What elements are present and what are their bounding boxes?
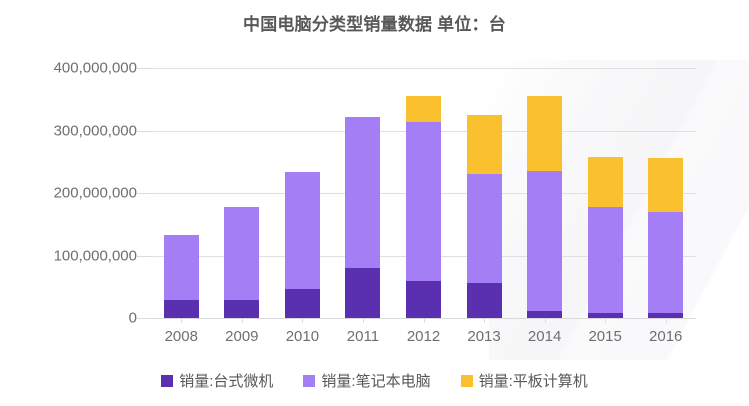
- legend-label: 销量:笔记本电脑: [321, 373, 431, 390]
- x-axis-label: 2014: [527, 328, 562, 345]
- x-axis-label: 2008: [164, 328, 198, 345]
- x-axis-label: 2012: [406, 328, 441, 345]
- x-axis-tick: [302, 318, 304, 323]
- legend-label: 销量:平板计算机: [478, 373, 588, 390]
- x-axis-tick: [665, 318, 667, 323]
- x-axis-tick: [544, 318, 546, 323]
- y-axis-label: 100,000,000: [53, 247, 137, 264]
- bar-segment[interactable]: [527, 171, 563, 312]
- bar-column[interactable]: [587, 68, 623, 318]
- bar-column[interactable]: [527, 68, 563, 318]
- y-axis-tick: [137, 130, 151, 132]
- bar-column[interactable]: [345, 68, 381, 318]
- legend-swatch-icon: [460, 374, 473, 387]
- bar-segment[interactable]: [163, 234, 199, 300]
- plot-area: [151, 68, 696, 318]
- y-axis-tick: [137, 193, 151, 194]
- legend-item[interactable]: 销量:平板计算机: [460, 370, 588, 391]
- bar-segment[interactable]: [406, 281, 441, 318]
- bar-segment[interactable]: [648, 158, 684, 212]
- bar-segment[interactable]: [163, 299, 199, 318]
- bar-segment[interactable]: [345, 116, 381, 268]
- bar-segment[interactable]: [587, 206, 623, 313]
- bar-segment[interactable]: [648, 211, 684, 313]
- x-axis-label: 2016: [649, 328, 683, 345]
- bar-segment[interactable]: [406, 96, 441, 122]
- legend-swatch-icon: [303, 374, 316, 387]
- bar-column[interactable]: [224, 68, 260, 318]
- bar-segment[interactable]: [466, 174, 502, 283]
- bar-segment[interactable]: [527, 311, 563, 318]
- bar-segment[interactable]: [466, 283, 502, 318]
- bar-segment[interactable]: [224, 206, 260, 300]
- bar-segment[interactable]: [587, 157, 623, 207]
- bar-segment[interactable]: [466, 114, 502, 175]
- y-axis-label: 400,000,000: [53, 59, 137, 77]
- bar-column[interactable]: [163, 68, 199, 318]
- gridline: [151, 68, 696, 69]
- y-axis-label: 200,000,000: [53, 184, 137, 202]
- x-axis-tick: [362, 318, 364, 323]
- bar-column[interactable]: [466, 68, 502, 318]
- x-axis-tick: [423, 318, 425, 323]
- bar-column[interactable]: [648, 68, 684, 318]
- bar-segment[interactable]: [284, 171, 320, 290]
- x-axis-label: 2015: [588, 328, 622, 345]
- bar-segment[interactable]: [406, 121, 441, 282]
- x-axis-label: 2013: [467, 328, 501, 345]
- legend-label: 销量:台式微机: [179, 373, 274, 390]
- x-axis-tick: [605, 318, 607, 323]
- x-axis-label: 2009: [225, 328, 259, 345]
- bar-segment[interactable]: [527, 95, 563, 172]
- y-axis-tick: [137, 255, 151, 257]
- y-axis-label: 300,000,000: [53, 122, 137, 139]
- y-axis-tick: [137, 68, 151, 69]
- x-axis-tick: [484, 318, 486, 323]
- legend-item[interactable]: 销量:笔记本电脑: [303, 370, 431, 391]
- x-axis-label: 2011: [346, 328, 380, 345]
- bar-segment[interactable]: [224, 299, 260, 318]
- bar-column[interactable]: [406, 68, 441, 318]
- bar-segment[interactable]: [284, 289, 320, 318]
- chart-legend: 销量:台式微机 销量:笔记本电脑 销量:平板计算机: [0, 370, 749, 391]
- y-axis-label: 0: [128, 309, 137, 327]
- chart-title: 中国电脑分类型销量数据 单位：台: [243, 15, 506, 34]
- y-axis-tick: [137, 318, 151, 319]
- x-axis-tick: [181, 318, 183, 323]
- x-axis-label: 2010: [285, 328, 320, 345]
- bar-column[interactable]: [284, 68, 320, 318]
- bar-segment[interactable]: [345, 268, 381, 318]
- legend-item[interactable]: 销量:台式微机: [161, 370, 273, 391]
- legend-swatch-icon: [161, 374, 174, 387]
- x-axis-tick: [241, 318, 243, 323]
- y-axis: 0 100,000,000 200,000,000 300,000,000 400,00…: [0, 0, 137, 406]
